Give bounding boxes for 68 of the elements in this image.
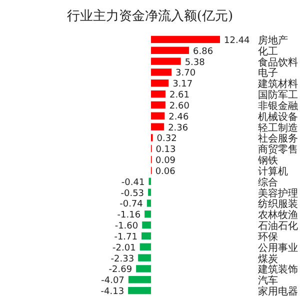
data-label: 0.13 [156, 145, 176, 156]
data-label: -0.74 [120, 200, 144, 210]
bar [128, 276, 151, 284]
data-label: 0.32 [156, 134, 177, 144]
bar [128, 286, 151, 294]
data-label: 5.38 [184, 58, 206, 68]
data-label: 0.09 [156, 156, 176, 166]
y-tick-label: 农林牧渔 [258, 209, 298, 222]
y-tick-label: 家用电器 [258, 286, 298, 298]
y-tick-label: 电子 [258, 67, 278, 80]
data-label: -4.07 [101, 276, 124, 286]
data-label: -4.13 [100, 287, 124, 298]
bar [144, 210, 151, 218]
bar [151, 90, 166, 98]
y-tick-label: 房地产 [258, 34, 288, 46]
y-tick-label: 汽车 [258, 274, 278, 287]
bar [142, 221, 151, 229]
y-tick-label: 环保 [258, 232, 278, 243]
y-tick-label: 社会服务 [258, 132, 298, 145]
bar [151, 68, 172, 76]
data-label: 2.61 [169, 90, 190, 101]
y-tick-label: 建筑材料 [257, 78, 298, 90]
data-label: -0.53 [120, 188, 144, 199]
bar [151, 123, 164, 130]
data-label: -2.33 [110, 254, 134, 264]
bar [151, 101, 166, 109]
data-label: 2.36 [168, 123, 188, 134]
data-label: -1.60 [114, 222, 138, 232]
y-tick-label: 纺织服装 [258, 198, 298, 210]
bar [148, 188, 151, 196]
data-label: 0.06 [155, 166, 176, 177]
bar [140, 243, 151, 250]
y-tick-label: 公用事业 [258, 242, 298, 254]
bar [151, 36, 220, 44]
bar [151, 80, 169, 87]
data-label: 3.70 [176, 68, 196, 79]
bar [136, 265, 151, 272]
data-label: -1.16 [117, 210, 141, 221]
y-tick-label: 轻工制造 [258, 122, 298, 134]
y-tick-label: 石油石化 [258, 220, 298, 232]
y-tick-label: 食品饮料 [258, 56, 298, 68]
data-label: 3.17 [172, 80, 193, 90]
bar [151, 46, 190, 54]
bar [138, 254, 151, 262]
data-label: 6.86 [193, 46, 214, 57]
y-tick-label: 机械设备 [258, 110, 298, 123]
chart-title: 行业主力资金净流入额(亿元) [66, 8, 234, 24]
data-label: -2.01 [112, 243, 136, 254]
y-tick-label: 建筑装饰 [257, 264, 298, 276]
data-label: 2.60 [169, 101, 190, 112]
y-tick-label: 美容护理 [258, 187, 298, 200]
y-tick-label: 计算机 [258, 165, 288, 178]
data-label: -0.41 [121, 178, 145, 188]
data-label: 12.44 [224, 36, 250, 46]
data-label: -2.69 [108, 265, 132, 276]
data-label: -1.71 [114, 232, 138, 242]
data-label: 2.46 [168, 112, 189, 122]
y-tick-label: 化工 [258, 45, 278, 58]
y-tick-label: 商贸零售 [258, 144, 298, 156]
bar [146, 200, 151, 207]
y-tick-label: 钢铁 [257, 154, 278, 167]
y-tick-label: 国防军工 [258, 89, 298, 102]
y-tick-label: 非银金融 [258, 100, 298, 112]
bar [142, 232, 151, 240]
bar [151, 58, 181, 65]
y-tick-label: 煤炭 [258, 252, 278, 265]
bar [151, 112, 165, 120]
y-tick-label: 综合 [258, 176, 278, 188]
